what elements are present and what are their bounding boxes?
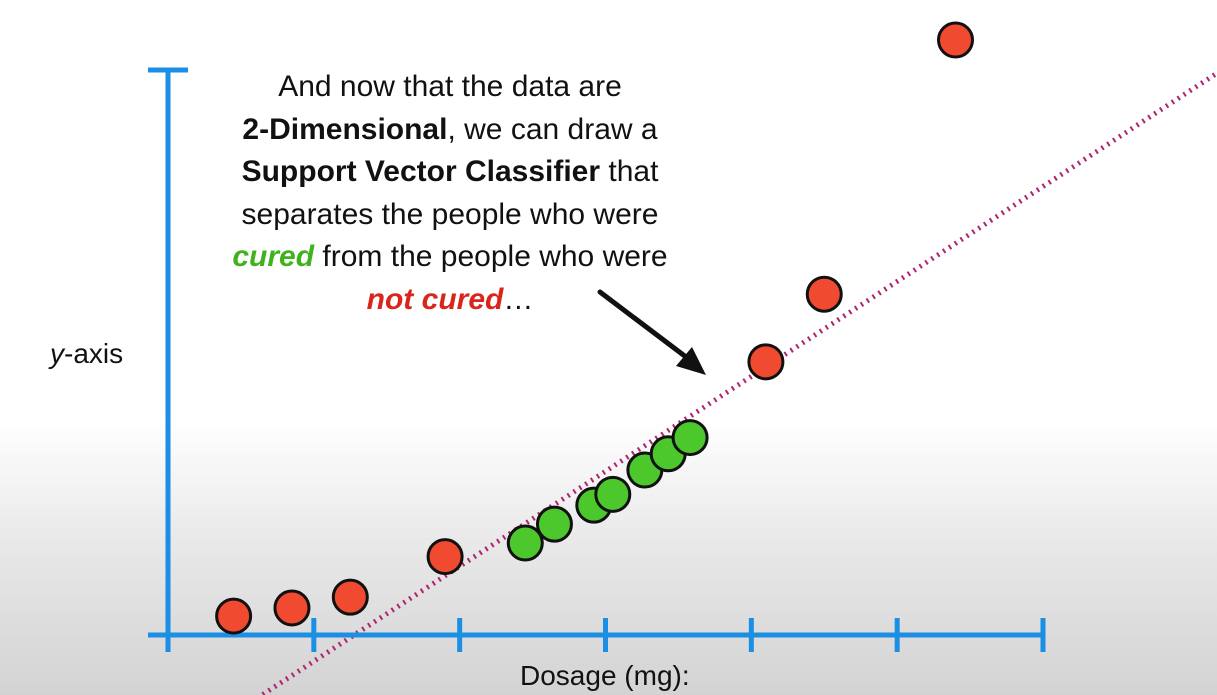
arrow-head	[676, 347, 706, 375]
point-cured	[535, 505, 573, 543]
annotation-arrow	[597, 289, 706, 375]
arrow-shaft	[597, 289, 693, 363]
point-not-cured	[805, 275, 843, 313]
x-axis-label: Dosage (mg):	[520, 660, 690, 691]
point-not-cured	[426, 538, 464, 576]
point-cured	[594, 475, 632, 513]
y-axis-label: y-axis	[50, 338, 123, 370]
annotation-line-2: 2-Dimensional, we can draw a	[150, 109, 750, 152]
term-2-dimensional: 2-Dimensional	[242, 112, 448, 146]
term-not-cured: not cured	[366, 282, 504, 316]
annotation-line-3: Support Vector Classifier that	[150, 151, 750, 194]
annotation-line-6-rest: …	[503, 282, 534, 316]
point-not-cured	[273, 589, 311, 627]
point-not-cured	[747, 343, 785, 381]
point-cured	[671, 419, 709, 457]
annotation-line-3-rest: that	[600, 155, 659, 188]
point-not-cured	[937, 21, 974, 59]
y-axis-label-variable: y	[50, 338, 64, 369]
annotation-line-6: not cured…	[150, 279, 750, 322]
annotation-text: And now that the data are 2-Dimensional,…	[150, 66, 750, 321]
point-cured	[506, 524, 544, 562]
term-cured: cured	[232, 240, 315, 273]
annotation-line-5: cured from the people who were	[150, 236, 750, 279]
point-not-cured	[331, 578, 369, 616]
annotation-line-4: separates the people who were	[241, 197, 659, 231]
term-support-vector-classifier: Support Vector Classifier	[241, 155, 601, 188]
annotation-line-5-rest: from the people who were	[314, 240, 668, 273]
point-not-cured	[215, 597, 253, 635]
annotation-line-2-rest: , we can draw a	[447, 112, 658, 146]
y-axis-label-rest: -axis	[64, 338, 124, 369]
annotation-line-1: And now that the data are	[278, 70, 622, 103]
